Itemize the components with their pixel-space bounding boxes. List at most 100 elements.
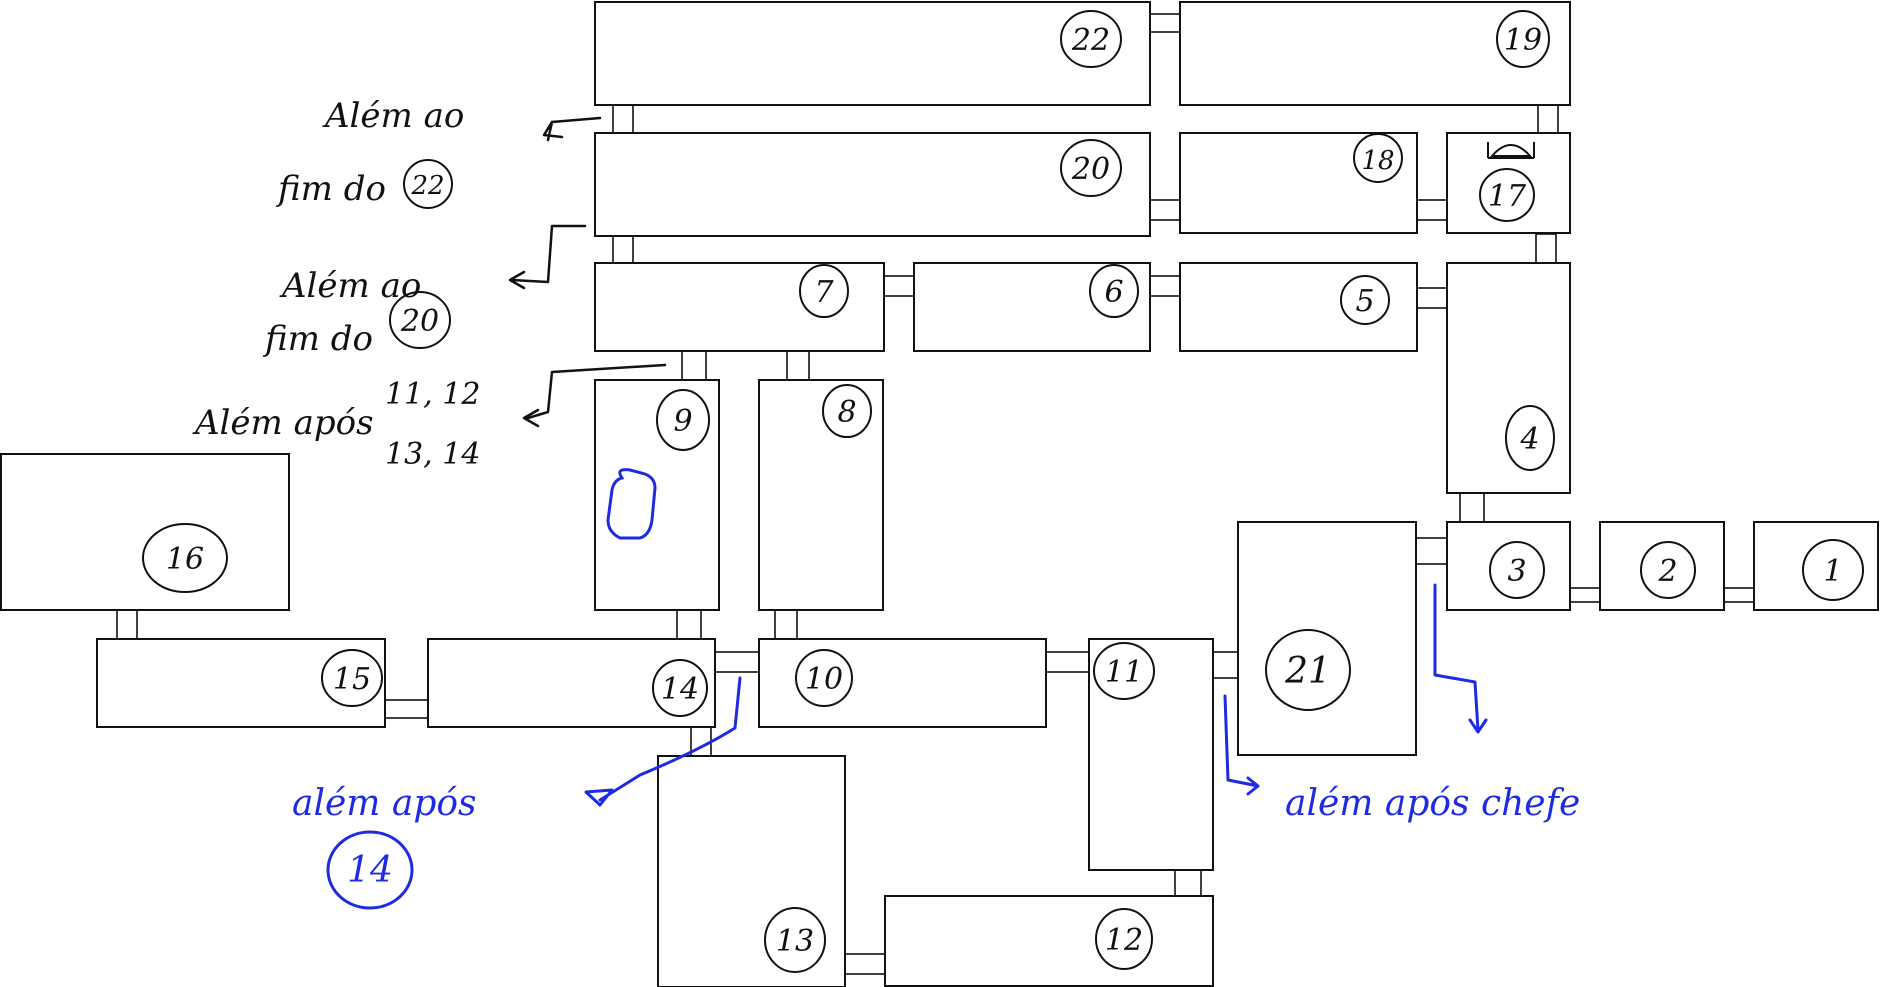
note-end-of-20: Além ao fim do 20 — [262, 224, 587, 359]
note-2-line-1: Além ao — [279, 266, 421, 306]
note-1-line-1: Além ao — [322, 96, 464, 136]
room-10 — [758, 638, 1047, 728]
door-20-18 — [1149, 199, 1181, 221]
room-13-number: 13 — [776, 924, 814, 959]
door-16-15 — [116, 607, 138, 641]
room-15-number-circle — [321, 649, 383, 707]
door-21-3 — [1415, 537, 1449, 565]
room-17-number-circle — [1479, 168, 1535, 222]
door-11-12 — [1174, 867, 1202, 899]
room-14-number-circle — [652, 659, 708, 717]
note-5-arrow-left — [1223, 694, 1260, 796]
room-8 — [758, 379, 884, 611]
note-after-14: além após 14 — [292, 676, 742, 910]
room-12-number-circle — [1095, 908, 1153, 970]
door-19-17 — [1537, 103, 1559, 135]
room-10-number-circle — [795, 649, 853, 707]
room-5-number: 5 — [1355, 284, 1374, 319]
room-16-number: 16 — [166, 542, 204, 577]
room-2-number: 2 — [1657, 554, 1677, 589]
room-7 — [594, 262, 885, 352]
note-3-nums-1: 11, 12 — [385, 377, 480, 412]
door-4-3 — [1459, 491, 1485, 523]
door-22-20 — [612, 103, 634, 135]
blue-sketch-marker — [606, 468, 657, 540]
room-17 — [1446, 132, 1571, 234]
room-21-number: 21 — [1284, 651, 1331, 692]
note-4-line-1: além após — [292, 783, 477, 824]
room-5 — [1179, 262, 1418, 352]
door-20-7 — [612, 235, 634, 265]
note-5-arrow-right — [1433, 583, 1488, 734]
room-labels: 22 19 20 18 17 7 6 5 4 9 8 16 21 — [142, 10, 1864, 973]
room-11 — [1088, 638, 1214, 871]
room-3-number: 3 — [1507, 554, 1526, 589]
room-5-number-circle — [1340, 275, 1390, 325]
note-3-line-1: Além após — [192, 403, 374, 443]
room-13 — [657, 755, 846, 987]
room-19-number: 19 — [1504, 23, 1542, 58]
door-9-14 — [676, 607, 702, 641]
room-15-number: 15 — [333, 662, 371, 697]
door-13-12 — [842, 953, 888, 975]
room-9-number-circle — [656, 389, 710, 451]
note-1-arrow — [542, 116, 602, 142]
room-14-number: 14 — [661, 672, 699, 707]
room-7-number: 7 — [814, 275, 834, 310]
room-8-number: 8 — [837, 395, 856, 430]
note-2-ref: 20 — [400, 304, 439, 339]
room-11-number-circle — [1093, 642, 1155, 700]
room-16-number-circle — [142, 523, 228, 593]
room-21 — [1237, 521, 1417, 756]
door-2-1 — [1721, 587, 1757, 603]
room-20 — [594, 132, 1151, 237]
note-3-arrow — [522, 363, 667, 428]
room-18-number-circle — [1353, 133, 1403, 183]
room-22-number-circle — [1060, 10, 1122, 68]
door-17-4 — [1535, 233, 1557, 265]
room-20-number: 20 — [1071, 152, 1110, 187]
room-16 — [0, 453, 290, 611]
room-4-number-circle — [1505, 405, 1555, 471]
room-10-number: 10 — [805, 662, 843, 697]
door-10-11 — [1043, 651, 1093, 673]
room-6-number-circle — [1089, 264, 1139, 318]
note-2-arrow — [508, 224, 587, 290]
room-1-number: 1 — [1823, 554, 1842, 589]
room-22-number: 22 — [1071, 23, 1110, 58]
room-2 — [1599, 521, 1725, 611]
note-1-ref: 22 — [410, 171, 444, 201]
room-9-number: 9 — [673, 404, 692, 439]
note-after-11-14: Além após 11, 12 13, 14 — [192, 363, 667, 472]
room-21-number-circle — [1265, 629, 1351, 711]
room-2-number-circle — [1640, 541, 1696, 599]
note-after-boss: além após chefe — [1223, 583, 1580, 824]
room-13-number-circle — [764, 907, 826, 973]
note-1-ref-circle — [403, 159, 453, 209]
door-14-13 — [690, 723, 712, 759]
room-11-number: 11 — [1105, 655, 1143, 690]
room-22 — [594, 1, 1151, 106]
door-7-8 — [786, 349, 810, 381]
door-14-10 — [712, 651, 762, 673]
note-2-line-2: fim do — [262, 319, 373, 359]
room-1 — [1753, 521, 1879, 611]
note-4-ref: 14 — [347, 850, 393, 891]
room-17-number: 17 — [1488, 179, 1527, 214]
room-8-number-circle — [822, 384, 872, 438]
door-5-4 — [1416, 287, 1448, 309]
room-12-number: 12 — [1105, 923, 1143, 958]
room-4 — [1446, 262, 1571, 494]
room-4-number: 4 — [1519, 422, 1539, 457]
door-6-5 — [1149, 275, 1181, 297]
room-18 — [1179, 132, 1418, 234]
stove-icon — [1487, 142, 1535, 159]
note-2-ref-circle — [389, 291, 451, 349]
room-6 — [913, 262, 1151, 352]
note-4-arrow — [584, 676, 742, 807]
note-end-of-22: Além ao fim do 22 — [275, 96, 602, 209]
door-18-17 — [1416, 199, 1448, 221]
door-15-14 — [382, 699, 432, 719]
note-4-ref-circle — [326, 830, 414, 910]
